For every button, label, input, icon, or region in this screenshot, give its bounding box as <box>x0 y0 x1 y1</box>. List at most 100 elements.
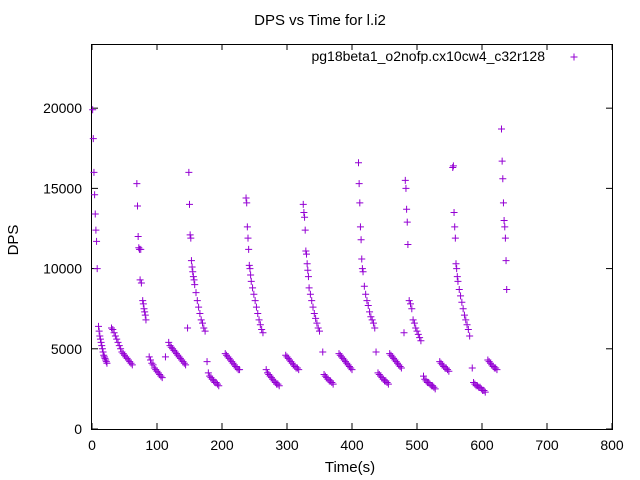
data-point <box>383 378 391 386</box>
data-point <box>348 366 356 374</box>
data-point <box>347 364 355 372</box>
data-point <box>136 276 144 284</box>
data-point <box>372 348 380 356</box>
data-point <box>149 361 157 369</box>
data-point <box>498 125 505 133</box>
legend: pg18beta1_o2nofp.cx10cw4_c32r128 <box>311 48 578 64</box>
data-point <box>481 388 489 396</box>
data-point <box>188 263 196 271</box>
data-point <box>141 308 149 316</box>
data-point <box>358 265 366 273</box>
data-point <box>462 316 470 324</box>
x-tick-label: 100 <box>145 437 169 453</box>
data-point <box>97 338 105 346</box>
data-point <box>369 319 377 327</box>
data-point <box>137 279 145 287</box>
data-point <box>134 202 141 210</box>
data-point <box>247 277 255 285</box>
data-point <box>251 297 259 305</box>
data-point <box>501 234 509 242</box>
data-point <box>186 200 193 208</box>
x-tick-label: 200 <box>210 437 234 453</box>
data-point <box>182 361 190 369</box>
data-point <box>110 329 118 337</box>
data-point <box>98 345 106 353</box>
data-point <box>91 210 99 218</box>
data-point <box>303 250 310 258</box>
data-point <box>196 310 204 317</box>
data-point <box>310 310 318 317</box>
data-point <box>101 354 109 362</box>
x-tick-label: 300 <box>275 437 299 453</box>
data-point <box>191 281 199 289</box>
x-tick-labels: 0 100 200 300 400 500 600 700 800 <box>88 437 624 453</box>
data-point <box>192 289 200 297</box>
data-point <box>367 313 375 321</box>
data-point <box>312 314 320 322</box>
data-point <box>247 271 255 279</box>
x-tick-label: 400 <box>340 437 364 453</box>
data-point <box>499 199 507 207</box>
data-point <box>165 338 173 346</box>
data-point <box>275 382 283 390</box>
data-point <box>356 199 364 207</box>
data-point <box>148 359 156 367</box>
data-point <box>259 329 267 337</box>
data-point <box>213 380 221 388</box>
data-point <box>109 326 117 334</box>
data-point <box>262 366 270 374</box>
data-point <box>139 297 147 305</box>
x-tick-label: 700 <box>535 437 559 453</box>
data-point <box>417 337 425 345</box>
data-point <box>103 359 111 367</box>
data-point <box>299 200 307 208</box>
data-point <box>304 273 312 281</box>
chart-title: DPS vs Time for l.i2 <box>254 12 386 29</box>
data-point <box>452 260 460 268</box>
data-point <box>409 316 417 324</box>
data-point <box>314 324 322 332</box>
data-point <box>161 353 169 361</box>
data-point <box>245 245 253 253</box>
data-point <box>134 233 142 240</box>
data-point <box>99 348 107 356</box>
data-point <box>309 303 317 311</box>
data-point <box>466 332 474 340</box>
data-point <box>139 300 147 308</box>
data-point <box>186 231 194 239</box>
data-point <box>243 199 251 207</box>
data-point <box>402 184 410 192</box>
data-point <box>308 297 316 305</box>
data-point <box>416 334 424 342</box>
data-point <box>451 223 459 231</box>
data-point <box>303 260 311 268</box>
data-point <box>445 367 453 375</box>
data-point <box>413 327 421 335</box>
data-point <box>254 310 262 317</box>
data-point <box>91 191 99 199</box>
data-point <box>444 366 452 374</box>
data-point <box>449 164 457 172</box>
data-point <box>328 378 336 386</box>
data-point <box>145 353 153 361</box>
data-points <box>89 106 511 396</box>
data-point <box>100 351 108 359</box>
data-point <box>449 162 457 170</box>
data-point <box>319 348 327 356</box>
data-point <box>412 324 420 332</box>
data-point <box>293 364 301 372</box>
data-point <box>358 255 366 263</box>
data-point <box>157 372 165 380</box>
data-point <box>158 374 166 382</box>
data-point <box>190 276 198 284</box>
data-point <box>295 366 303 374</box>
data-point <box>500 216 508 224</box>
data-point <box>93 237 101 245</box>
data-point <box>408 305 416 313</box>
x-tick-label: 0 <box>88 437 96 453</box>
data-point <box>453 265 461 273</box>
data-point <box>460 311 468 319</box>
data-point <box>115 342 123 350</box>
data-point <box>245 261 253 269</box>
data-point <box>431 385 439 393</box>
